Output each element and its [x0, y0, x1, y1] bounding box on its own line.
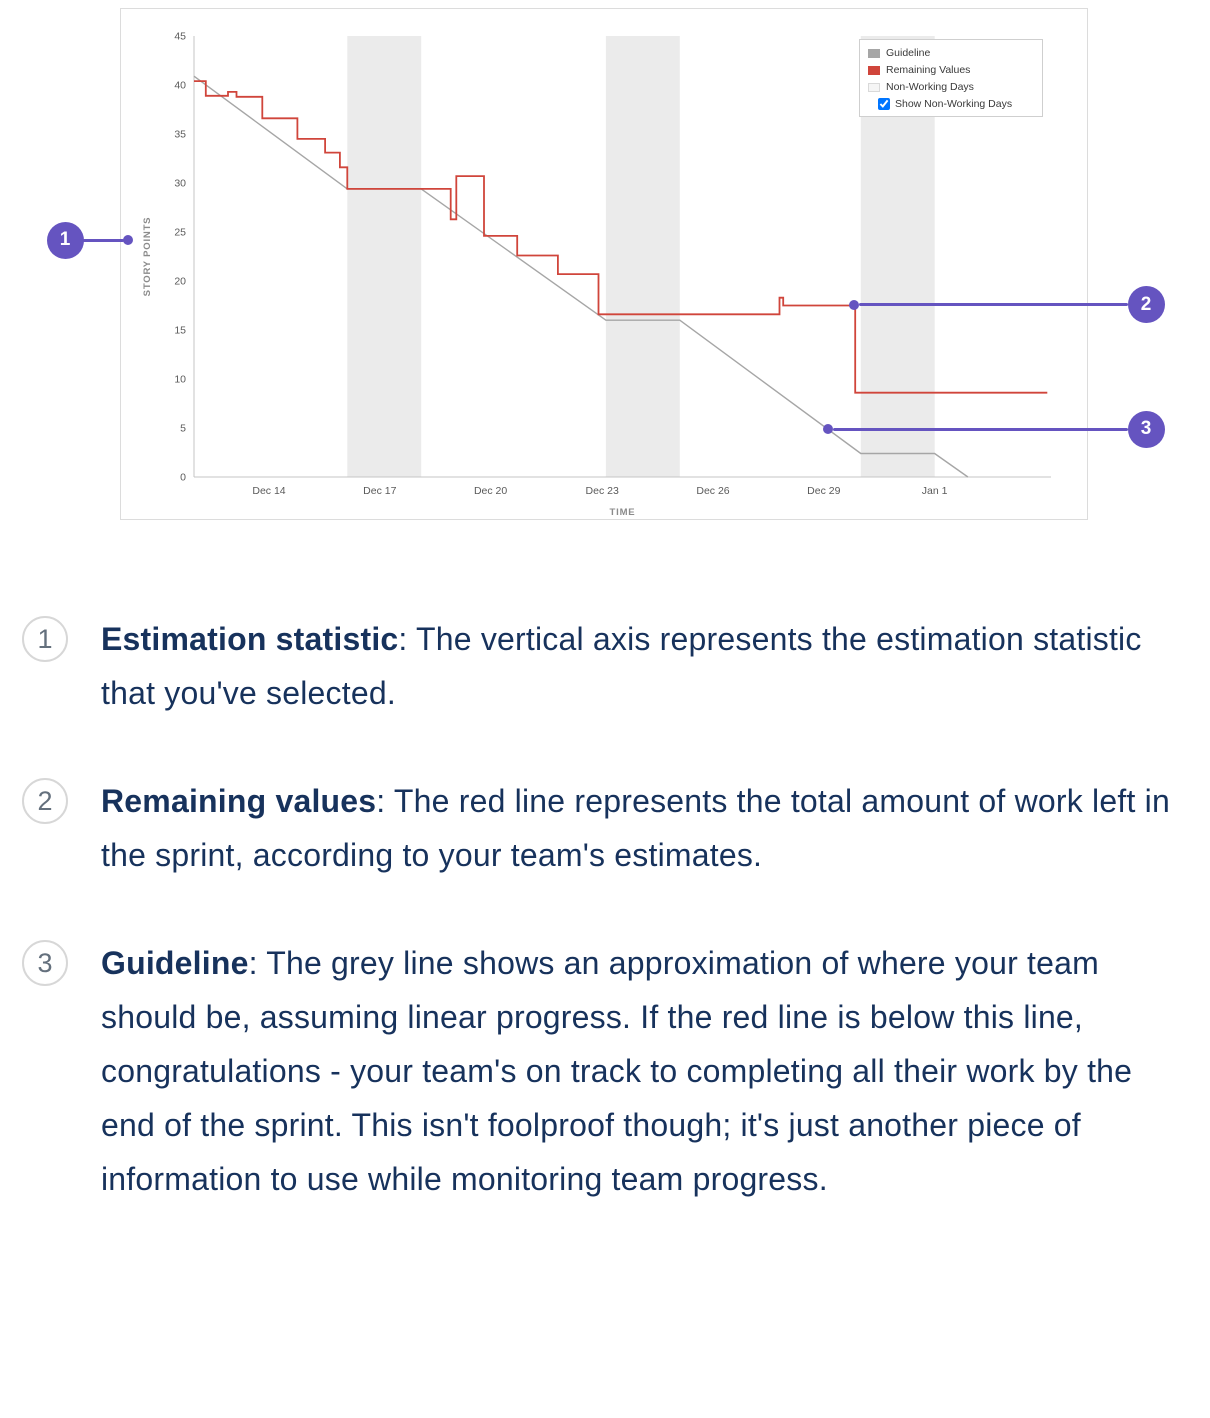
non-working-day-band — [605, 36, 680, 477]
non-working-day-band — [347, 36, 422, 477]
note-number: 3 — [37, 947, 53, 978]
y-tick-label: 15 — [174, 325, 186, 337]
callout-line-2 — [859, 303, 1128, 306]
x-axis-title: TIME — [610, 507, 636, 518]
chart-legend: Guideline Remaining Values Non-Working D… — [859, 39, 1043, 117]
note-text: Estimation statistic: The vertical axis … — [101, 612, 1181, 720]
callout-line-3 — [833, 427, 1128, 431]
legend-checkbox-row: Show Non-Working Days — [878, 98, 1034, 110]
notes: 1 Estimation statistic: The vertical axi… — [22, 612, 1188, 1260]
x-tick-label: Dec 29 — [807, 485, 840, 497]
callout-dot-3 — [823, 424, 834, 435]
note-number: 1 — [37, 623, 53, 654]
y-tick-label: 45 — [174, 31, 186, 43]
note-number: 2 — [37, 785, 53, 816]
x-tick-label: Dec 17 — [363, 485, 396, 497]
note-item-estimation-statistic: 1 Estimation statistic: The vertical axi… — [22, 612, 1188, 720]
legend-item-guideline: Guideline — [868, 47, 1034, 59]
remaining-values-line — [194, 80, 1048, 394]
note-number-circle: 3 — [22, 940, 68, 986]
note-number-circle: 1 — [22, 616, 68, 662]
legend-label-non-working-days: Non-Working Days — [886, 81, 974, 93]
y-axis-title: STORY POINTS — [142, 217, 153, 297]
note-number-circle: 2 — [22, 778, 68, 824]
y-tick-label: 30 — [174, 178, 186, 190]
burndown-chart-card: 0 5 10 15 20 25 30 35 40 45 Dec 14 Dec 17 Dec 20 Dec … — [120, 8, 1088, 520]
callout-overlay: 1 2 3 — [0, 0, 1210, 560]
show-non-working-days-checkbox[interactable] — [878, 98, 890, 110]
x-tick-label: Jan 1 — [922, 485, 948, 497]
show-non-working-days-label[interactable]: Show Non-Working Days — [895, 98, 1013, 110]
y-tick-label: 40 — [174, 80, 186, 92]
remaining-values-swatch — [868, 65, 880, 75]
legend-item-remaining-values: Remaining Values — [868, 64, 1034, 76]
note-body: : The red line represents the total amou… — [101, 783, 1170, 873]
callout-dot-2 — [849, 299, 860, 310]
callout-badge-3: 3 — [1127, 410, 1165, 448]
x-tick-label: Dec 23 — [586, 485, 619, 497]
y-tick-label: 25 — [174, 227, 186, 239]
callout-dot-1 — [123, 235, 133, 245]
note-title: Remaining values — [101, 783, 377, 819]
note-body: : The grey line shows an approximation o… — [101, 945, 1133, 1197]
non-working-days-swatch — [868, 82, 880, 92]
note-text: Remaining values: The red line represent… — [101, 774, 1181, 882]
y-tick-label: 0 — [180, 472, 186, 484]
guideline-swatch — [868, 48, 880, 58]
note-body: : The vertical axis represents the estim… — [101, 621, 1142, 711]
legend-label-guideline: Guideline — [886, 47, 931, 59]
note-item-guideline: 3 Guideline: The grey line shows an appr… — [22, 936, 1188, 1206]
y-tick-label: 5 — [180, 423, 186, 435]
note-item-remaining-values: 2 Remaining values: The red line represe… — [22, 774, 1188, 882]
callout-badge-2: 2 — [1127, 286, 1165, 323]
x-tick-label: Dec 14 — [252, 485, 285, 497]
note-text: Guideline: The grey line shows an approx… — [101, 936, 1181, 1206]
x-tick-label: Dec 26 — [696, 485, 729, 497]
legend-label-remaining-values: Remaining Values — [886, 64, 971, 76]
y-tick-label: 10 — [174, 374, 186, 386]
callout-line-1 — [82, 238, 124, 242]
legend-item-non-working-days: Non-Working Days — [868, 81, 1034, 93]
x-tick-label: Dec 20 — [474, 485, 507, 497]
callout-badge-1: 1 — [46, 221, 84, 259]
note-title: Guideline — [101, 945, 249, 981]
y-tick-label: 20 — [174, 276, 186, 288]
note-title: Estimation statistic — [101, 621, 399, 657]
y-tick-label: 35 — [174, 129, 186, 141]
